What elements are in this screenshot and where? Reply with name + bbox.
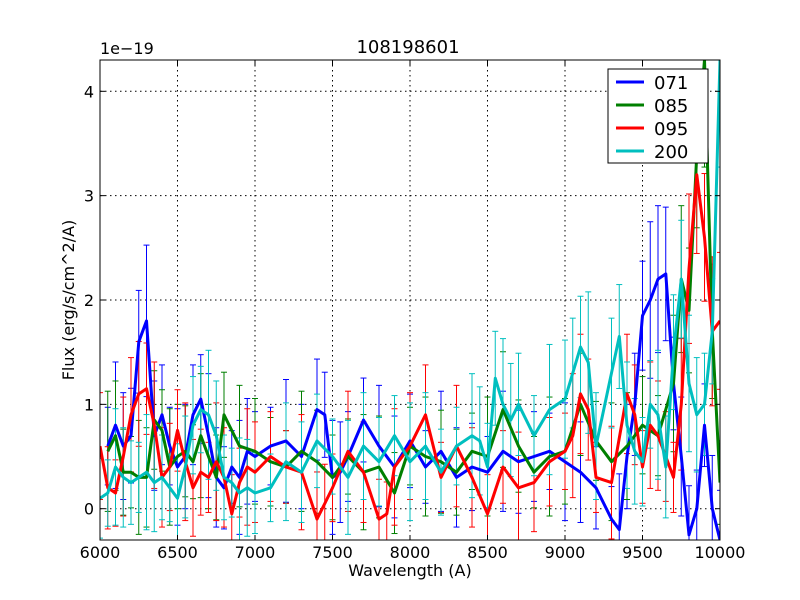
ticks: 6000 6500 7000 7500 8000 8500 9000 9500 10000 0 1 2… — [80, 60, 746, 562]
x-tick-label: 7500 — [312, 543, 353, 562]
y-tick-label: 4 — [84, 82, 94, 101]
x-tick-label: 6500 — [157, 543, 198, 562]
legend-label-071: 071 — [654, 73, 688, 94]
y-axis-label: Flux (erg/s/cm^2/A) — [59, 220, 78, 381]
series-line-071 — [106, 272, 720, 540]
legend-label-200: 200 — [654, 142, 688, 163]
series-line-095 — [100, 173, 720, 521]
series-line-200 — [100, 60, 720, 500]
y-tick-label: 3 — [84, 187, 94, 206]
x-tick-label: 10000 — [695, 543, 746, 562]
x-tick-label: 9000 — [545, 543, 586, 562]
legend-label-085: 085 — [654, 96, 688, 117]
y-tick-label: 2 — [84, 291, 94, 310]
x-tick-label: 7000 — [235, 543, 276, 562]
y-tick-label: 1 — [84, 395, 94, 414]
x-tick-label: 8500 — [467, 543, 508, 562]
legend-box — [607, 68, 709, 164]
x-axis-label: Wavelength (A) — [348, 561, 471, 580]
series-lines — [100, 60, 720, 540]
legend-label-095: 095 — [654, 119, 688, 140]
y-tick-label: 0 — [84, 500, 94, 519]
x-tick-label: 8000 — [390, 543, 431, 562]
x-tick-label: 6000 — [80, 543, 121, 562]
x-tick-label: 9500 — [622, 543, 663, 562]
y-offset-label: 1e−19 — [100, 39, 154, 58]
chart-title: 108198601 — [356, 37, 459, 58]
